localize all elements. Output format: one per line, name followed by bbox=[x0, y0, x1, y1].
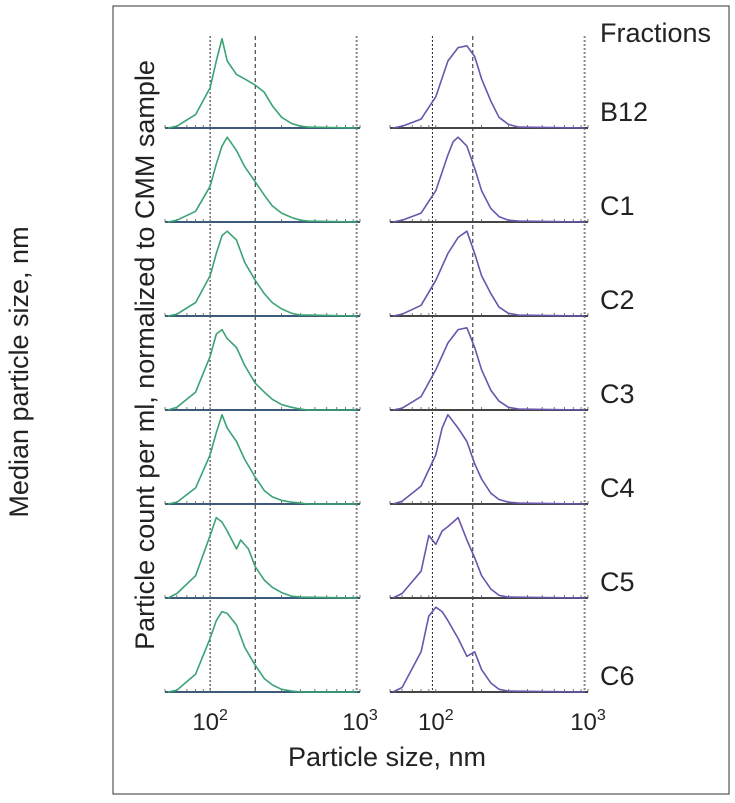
series-line-c1 bbox=[167, 136, 358, 223]
fraction-label: C3 bbox=[600, 379, 635, 409]
series-line-c6 bbox=[167, 610, 357, 693]
x-tick-label: 103 bbox=[570, 707, 606, 736]
series-line-c2 bbox=[392, 230, 586, 317]
fraction-label: B12 bbox=[600, 97, 648, 127]
series-line-c3 bbox=[392, 326, 586, 411]
fraction-labels: B12 C1 C2 C3 C4 C5 C6 bbox=[600, 97, 648, 691]
fraction-label: C5 bbox=[600, 567, 635, 597]
y-axis-label: Particle count per ml, normalized to CMM… bbox=[130, 60, 160, 650]
series-line-c2 bbox=[167, 230, 358, 317]
series-line-b12 bbox=[392, 44, 586, 129]
series-line-c6 bbox=[392, 606, 586, 693]
x-tick-label: 102 bbox=[192, 707, 228, 736]
series-line-c5 bbox=[167, 516, 358, 599]
x-ticks-layer: 102 103 102 103 bbox=[192, 707, 606, 736]
panel-1 bbox=[164, 36, 361, 693]
fraction-label: C2 bbox=[600, 285, 635, 315]
series-line-c5 bbox=[392, 516, 586, 599]
panel-2 bbox=[389, 36, 589, 693]
fraction-label: C6 bbox=[600, 661, 635, 691]
x-tick-label: 102 bbox=[418, 707, 454, 736]
fraction-label: C1 bbox=[600, 191, 635, 221]
series-line-b12 bbox=[167, 37, 358, 129]
series-line-c1 bbox=[392, 136, 586, 223]
series-line-c4 bbox=[392, 413, 586, 505]
x-tick-label: 103 bbox=[342, 707, 378, 736]
legend-title: Fractions bbox=[600, 18, 711, 48]
x-axis-label: Particle size, nm bbox=[288, 742, 486, 772]
fraction-label: C4 bbox=[600, 473, 635, 503]
series-line-c4 bbox=[167, 413, 357, 505]
outer-y-axis-label: Median particle size, nm bbox=[4, 226, 34, 517]
plot-frame bbox=[112, 5, 730, 795]
series-line-c3 bbox=[167, 328, 357, 411]
panels-layer bbox=[164, 36, 589, 693]
